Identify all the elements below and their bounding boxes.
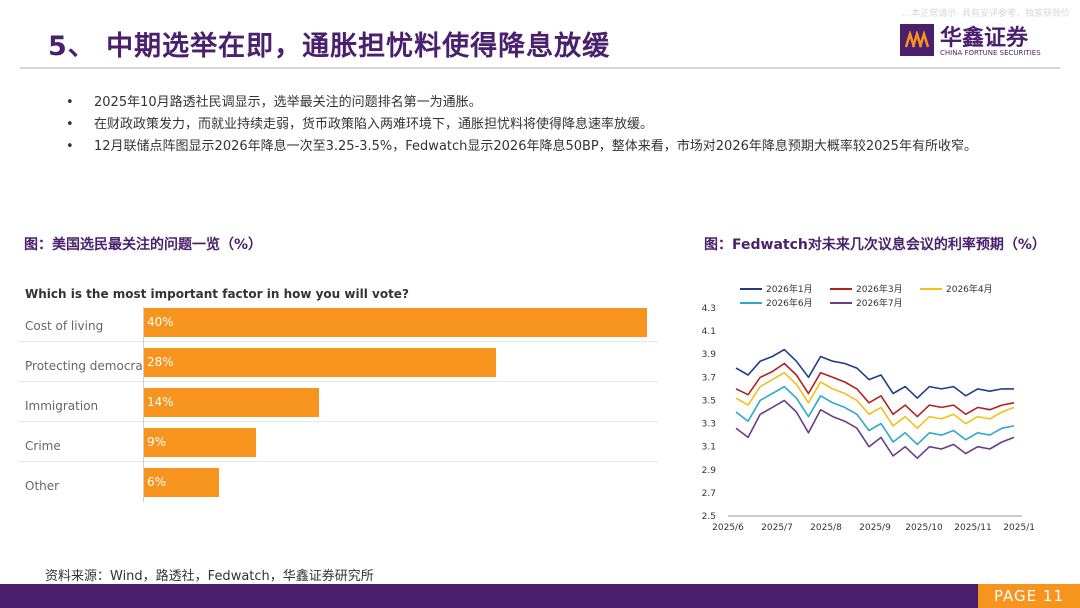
y-tick-label: 2.7 [702,489,716,499]
bar [143,428,257,457]
bullet-text: 12月联储点阵图显示2026年降息一次至3.25-3.5%，Fedwatch显示… [94,139,977,154]
legend-label: 2026年4月 [946,283,993,295]
bullet-item: • 12月联储点阵图显示2026年降息一次至3.25-3.5%，Fedwatch显… [66,136,977,158]
y-tick-label: 2.5 [702,512,716,522]
page-title: 5、 中期选举在即，通胀担忧料使得降息放缓 [48,31,611,62]
bar-row: Protecting democracy 28% [0,348,660,388]
bullet-dot-icon: • [66,95,74,110]
bar-row-divider [18,461,658,462]
survey-question: Which is the most important factor in ho… [25,287,409,301]
legend-label: 2026年1月 [766,283,813,295]
footer-bar [0,584,1080,608]
series-line [735,371,1015,429]
series-line [735,348,1014,399]
logo-mark-icon [900,24,934,56]
x-tick-label: 2025/8 [810,523,842,533]
bullet-dot-icon: • [66,139,74,154]
x-tick-label: 2025/7 [761,523,793,533]
y-tick-label: 2.9 [702,466,717,476]
bar-row: Other 6% [0,468,660,508]
y-tick-label: 4.1 [702,327,716,337]
bar-value-label: 9% [147,435,167,449]
series-line [735,362,1015,418]
bar [143,308,647,337]
y-tick-label: 3.7 [702,373,716,383]
y-tick-label: 3.3 [702,420,716,430]
bullet-item: • 2025年10月路透社民调显示，选举最关注的问题排名第一为通胀。 [66,92,977,114]
series-line [735,385,1015,446]
bar-value-label: 40% [147,315,174,329]
x-tick-label: 2025/6 [712,523,744,533]
bar-row: Cost of living 40% [0,308,660,348]
left-figure-title: 图：美国选民最关注的问题一览（%） [24,237,263,253]
series-line [735,399,1015,459]
y-tick-label: 3.5 [702,396,716,406]
bar-category-label: Crime [25,439,61,453]
bullet-dot-icon: • [66,117,74,132]
bar-value-label: 6% [147,475,167,489]
company-logo: 华鑫证券 CHINA FORTUNE SECURITIES [900,22,1041,62]
bar [143,348,496,377]
x-tick-label: 2025/12 [1003,523,1035,533]
x-tick-label: 2025/9 [859,523,891,533]
legend-label: 2026年7月 [856,297,903,309]
bar-category-label: Other [25,479,60,493]
bar-category-label: Protecting democracy [25,359,157,373]
y-tick-label: 3.1 [702,443,716,453]
logo-english-name: CHINA FORTUNE SECURITIES [940,49,1041,57]
bar [143,468,219,497]
watermark-text: …本正常请示· 具有安评参考，独家获效价 [902,9,1070,19]
x-tick-label: 2025/10 [905,523,943,533]
legend-label: 2026年6月 [766,297,813,309]
fedwatch-line-chart: 2.5 2.7 2.9 3.1 3.3 3.5 3.7 3.9 4.1 4.3 2025/6 2025… [702,283,1035,533]
bullet-list: • 2025年10月路透社民调显示，选举最关注的问题排名第一为通胀。 • 在财政政策… [66,92,977,158]
bar-value-label: 28% [147,355,174,369]
bar-category-label: Immigration [25,399,99,413]
legend-label: 2026年3月 [856,283,903,295]
bar-row-divider [18,381,658,382]
bullet-item: • 在财政政策发力，而就业持续走弱，货币政策陷入两难环境下，通胀担忧料将使得降息速… [66,114,977,136]
bar-category-label: Cost of living [25,319,104,333]
bullet-text: 在财政政策发力，而就业持续走弱，货币政策陷入两难环境下，通胀担忧料将使得降息速率… [94,117,654,132]
bar-row-divider [18,341,658,342]
header-divider [20,67,1060,69]
bar [143,388,320,417]
bar-row-divider [18,421,658,422]
bar-row: Crime 9% [0,428,660,468]
bullet-text: 2025年10月路透社民调显示，选举最关注的问题排名第一为通胀。 [94,95,482,110]
source-note: 资料来源：Wind，路透社，Fedwatch，华鑫证券研究所 [45,569,374,584]
y-tick-label: 3.9 [702,350,717,360]
x-tick-label: 2025/11 [954,523,991,533]
right-figure-title: 图：Fedwatch对未来几次议息会议的利率预期（%） [704,237,1046,253]
bar-chart-axis [143,307,144,502]
bar-row: Immigration 14% [0,388,660,428]
logo-chinese-name: 华鑫证券 [940,26,1029,51]
y-tick-label: 4.3 [702,304,716,314]
bar-value-label: 14% [147,395,174,409]
page-number: PAGE 11 [978,584,1080,608]
